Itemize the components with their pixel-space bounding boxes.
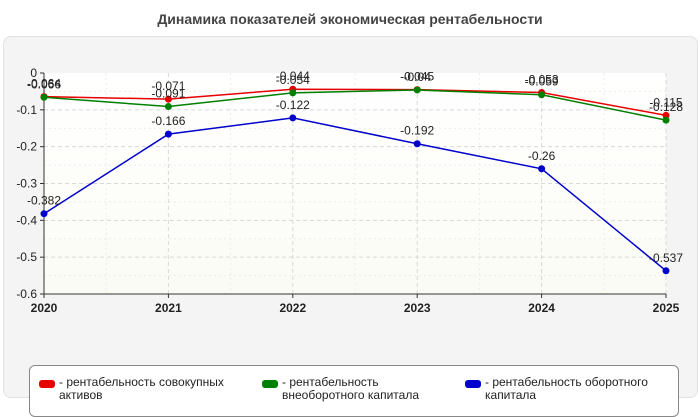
data-point [289,89,297,97]
data-point [164,95,172,103]
data-point [538,91,546,99]
y-tick-label: -0.3 [16,177,37,191]
legend-label-assets: - рентабельность совокупных активов [59,375,224,402]
data-point [538,165,546,173]
data-point [413,86,421,94]
legend-swatch-assets [39,380,55,388]
legend-item-noncurrent: - рентабельность внеоборотного капитала [262,376,462,402]
data-point [164,130,172,138]
legend-swatch-current [465,380,481,388]
data-label: -0.045 [400,70,434,84]
data-label: -0.115 [649,95,682,109]
data-label: -0.059 [525,75,559,89]
grid-lines [43,73,667,294]
data-labels: -0.064 -0.071 -0.044 -0.045 -0.053 -0.115 -0.0… [27,69,683,265]
data-point [413,140,421,148]
series-line [43,117,667,272]
x-tick-label: 2025 [653,301,680,315]
y-tick-label: -0.1 [16,103,37,117]
chart-panel: 0 -0.1 -0.2 -0.3 -0.4 -0.5 -0.6 2020 2021 2022 202… [3,36,698,417]
data-label: -0.066 [27,77,61,91]
data-point [662,116,670,124]
series-layer [40,85,670,275]
chart-title: Динамика показателей экономическая рента… [157,11,543,27]
legend-label-noncurrent: - рентабельность внеоборотного капитала [282,375,419,402]
data-label: -0.122 [276,98,310,112]
data-label: -0.192 [400,124,434,138]
data-label: -0.537 [649,251,683,265]
data-label: -0.26 [528,149,556,163]
legend-label-current: - рентабельность оборотного капитала [485,375,648,402]
data-label: -0.382 [27,194,61,208]
series-line [43,89,667,121]
y-tick-label: 0 [30,66,37,80]
axes [40,72,667,298]
data-point [164,103,172,111]
data-point [289,114,297,122]
data-label: -0.064 [27,77,61,91]
y-tick-label: -0.6 [16,287,37,301]
data-label: -0.044 [276,69,310,83]
data-label: -0.04 [404,70,432,84]
series-line [43,88,667,117]
data-label: -0.054 [276,73,310,87]
data-point [40,210,48,218]
x-tick-label: 2024 [528,301,555,315]
x-tick-label: 2021 [155,301,182,315]
data-label: -0.128 [649,100,683,114]
data-label: -0.053 [525,73,559,87]
x-tick-label: 2023 [404,301,431,315]
data-point [40,93,48,101]
x-tick-label: 2020 [31,301,58,315]
data-point [662,111,670,119]
legend-swatch-noncurrent [262,380,278,388]
data-label: -0.071 [151,79,185,93]
data-label: -0.166 [151,114,185,128]
data-point [662,267,670,275]
legend: - рентабельность совокупных активов - ре… [29,365,679,417]
legend-item-current: - рентабельность оборотного капитала [465,376,675,402]
data-label: -0.091 [151,87,185,101]
x-tick-label: 2022 [279,301,306,315]
y-tick-label: -0.5 [16,250,37,264]
y-tick-label: -0.2 [16,140,37,154]
legend-item-assets: - рентабельность совокупных активов [39,376,254,402]
y-tick-label: -0.4 [16,213,37,227]
